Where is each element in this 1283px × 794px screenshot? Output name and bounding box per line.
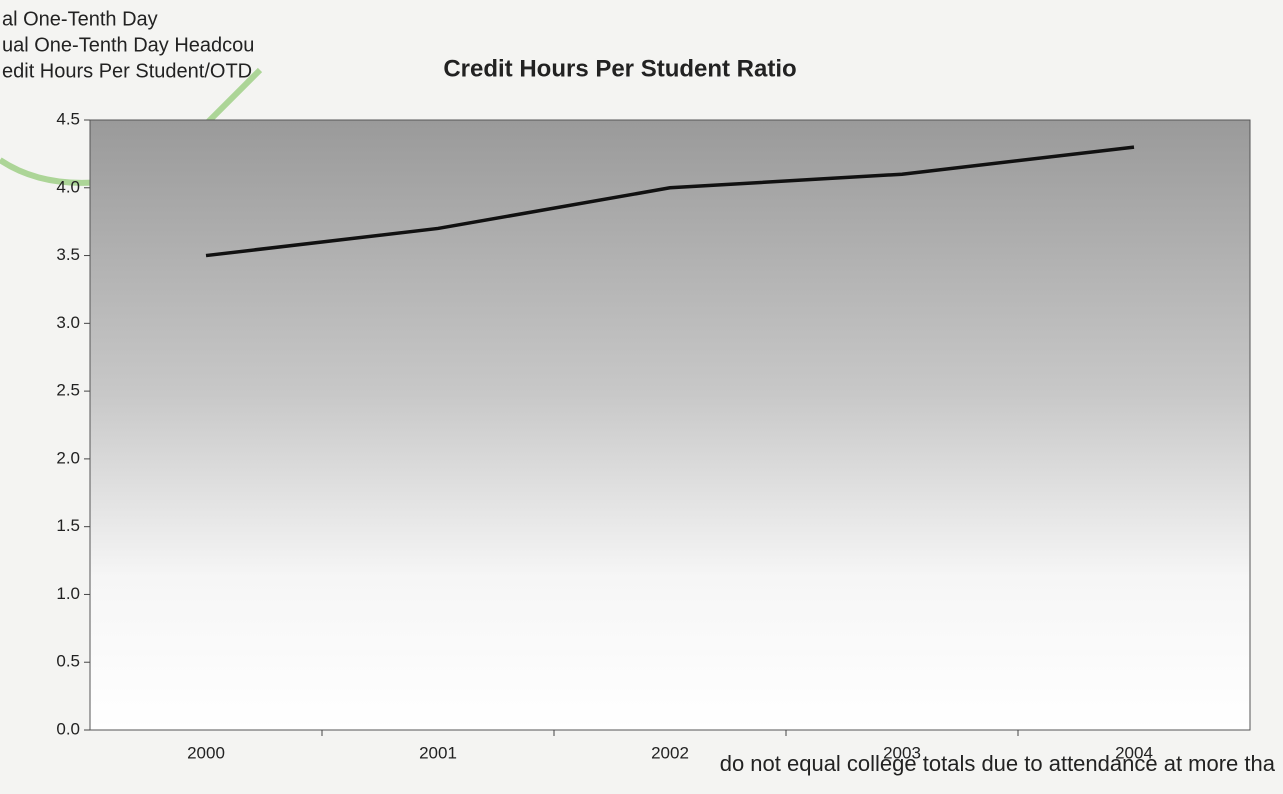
legend-fragment: al One-Tenth Day bbox=[2, 8, 158, 30]
y-tick-label: 4.5 bbox=[56, 109, 80, 128]
x-tick-label: 2000 bbox=[187, 743, 225, 762]
y-tick-label: 2.5 bbox=[56, 381, 80, 400]
chart-title: Credit Hours Per Student Ratio bbox=[443, 55, 796, 82]
y-tick-label: 2.0 bbox=[56, 448, 80, 467]
y-tick-label: 3.0 bbox=[56, 313, 80, 332]
footnote: do not equal college totals due to atten… bbox=[720, 751, 1276, 776]
y-tick-label: 1.0 bbox=[56, 584, 80, 603]
x-tick-label: 2003 bbox=[883, 743, 921, 762]
x-tick-label: 2004 bbox=[1115, 743, 1153, 762]
x-tick-label: 2002 bbox=[651, 743, 689, 762]
y-tick-label: 4.0 bbox=[56, 177, 80, 196]
plot-area bbox=[89, 119, 1251, 731]
y-tick-label: 3.5 bbox=[56, 245, 80, 264]
y-tick-label: 0.5 bbox=[56, 652, 80, 671]
line-series bbox=[205, 145, 1135, 258]
legend-fragment: edit Hours Per Student/OTD bbox=[2, 60, 252, 82]
y-tick-label: 1.5 bbox=[56, 516, 80, 535]
x-tick-label: 2001 bbox=[419, 743, 457, 762]
y-tick-label: 0.0 bbox=[56, 719, 80, 738]
legend-fragment: ual One-Tenth Day Headcou bbox=[2, 34, 254, 56]
